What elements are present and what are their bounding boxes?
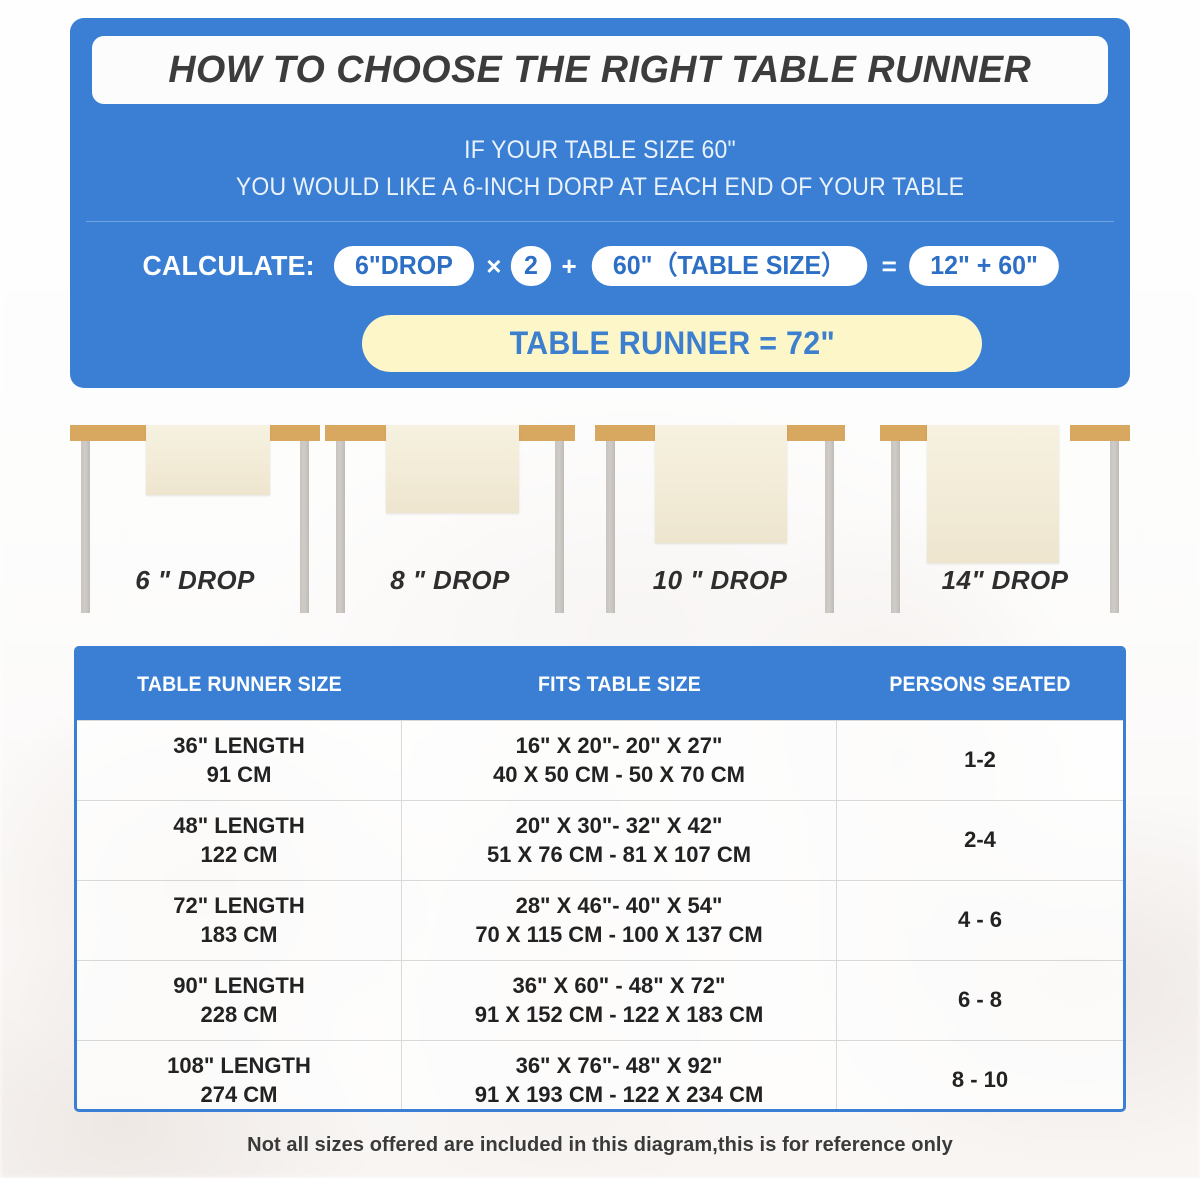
fits-inches: 20" X 30"- 32" X 42"	[515, 813, 723, 839]
subtitle-line-2: YOU WOULD LIKE A 6-INCH DORP AT EACH END…	[235, 173, 965, 201]
column-header-runner-size: TABLE RUNNER SIZE	[137, 672, 342, 696]
column-header-persons-seated: PERSONS SEATED	[889, 672, 1071, 696]
table-row: 48" LENGTH 122 CM 20" X 30"- 32" X 42" 5…	[77, 800, 1123, 880]
operand-table-size-pill: 60"（TABLE SIZE）	[591, 246, 867, 286]
footnote: Not all sizes offered are included in th…	[247, 1134, 953, 1156]
table-runner-drape	[655, 425, 787, 543]
persons-seated-value: 6 - 8	[957, 987, 1003, 1013]
persons-seated-value: 1-2	[964, 747, 996, 773]
fits-inches: 36" X 60" - 48" X 72"	[512, 973, 726, 999]
column-header-fits-table-size: FITS TABLE SIZE	[537, 672, 702, 696]
cell-fits-table-size: 36" X 76"- 48" X 92" 91 X 193 CM - 122 X…	[402, 1041, 837, 1109]
drop-figure-6: 6 " DROP	[70, 425, 320, 625]
runner-cm: 122 CM	[200, 841, 278, 867]
cell-persons-seated: 8 - 10	[837, 1041, 1123, 1109]
runner-cm: 228 CM	[200, 1001, 278, 1027]
cell-persons-seated: 4 - 6	[837, 881, 1123, 960]
subtitle-line-1: IF YOUR TABLE SIZE 60"	[464, 136, 736, 164]
table-leg-left	[606, 441, 615, 613]
size-table: TABLE RUNNER SIZE FITS TABLE SIZE PERSON…	[74, 646, 1126, 1112]
operand-result-pill: 12" + 60"	[908, 246, 1059, 286]
cell-persons-seated: 1-2	[837, 721, 1123, 800]
tabletop-left	[595, 425, 667, 441]
table-header-row: TABLE RUNNER SIZE FITS TABLE SIZE PERSON…	[77, 649, 1123, 720]
fits-cm: 91 X 193 CM - 122 X 234 CM	[474, 1081, 764, 1107]
fits-inches: 16" X 20"- 20" X 27"	[515, 733, 723, 759]
cell-runner-size: 72" LENGTH 183 CM	[77, 881, 402, 960]
cell-fits-table-size: 28" X 46"- 40" X 54" 70 X 115 CM - 100 X…	[402, 881, 837, 960]
drop-figure-10: 10 " DROP	[595, 425, 845, 625]
cell-fits-table-size: 20" X 30"- 32" X 42" 51 X 76 CM - 81 X 1…	[402, 801, 837, 880]
table-leg-right	[300, 441, 309, 613]
drop-label: 14" DROP	[941, 565, 1069, 595]
cell-runner-size: 36" LENGTH 91 CM	[77, 721, 402, 800]
runner-cm: 91 CM	[206, 761, 272, 787]
cell-runner-size: 108" LENGTH 274 CM	[77, 1041, 402, 1109]
operand-two-pill: 2	[511, 246, 552, 286]
table-leg-left	[336, 441, 345, 613]
calculation-row: CALCULATE: 6"DROP × 2 + 60"（TABLE SIZE） …	[70, 246, 1130, 286]
calculate-label: CALCULATE:	[142, 250, 315, 281]
runner-inches: 90" LENGTH	[173, 973, 305, 999]
drop-label: 10 " DROP	[652, 565, 788, 595]
cell-fits-table-size: 36" X 60" - 48" X 72" 91 X 152 CM - 122 …	[402, 961, 837, 1040]
persons-seated-value: 2-4	[964, 827, 996, 853]
runner-inches: 36" LENGTH	[173, 733, 305, 759]
runner-inches: 72" LENGTH	[173, 893, 305, 919]
cell-runner-size: 48" LENGTH 122 CM	[77, 801, 402, 880]
fits-inches: 36" X 76"- 48" X 92"	[515, 1053, 723, 1079]
fits-inches: 28" X 46"- 40" X 54"	[515, 893, 723, 919]
drop-figure-8: 8 " DROP	[325, 425, 575, 625]
title-box: HOW TO CHOOSE THE RIGHT TABLE RUNNER	[92, 36, 1108, 104]
table-row: 36" LENGTH 91 CM 16" X 20"- 20" X 27" 40…	[77, 720, 1123, 800]
hero-panel: HOW TO CHOOSE THE RIGHT TABLE RUNNER IF …	[70, 18, 1130, 388]
equals-operator: =	[881, 251, 897, 281]
table-runner-drape	[146, 425, 270, 495]
fits-cm: 70 X 115 CM - 100 X 137 CM	[475, 921, 763, 947]
runner-cm: 183 CM	[200, 921, 278, 947]
fits-cm: 51 X 76 CM - 81 X 107 CM	[486, 841, 752, 867]
table-runner-drape	[927, 425, 1059, 563]
drop-label: 8 " DROP	[390, 565, 510, 595]
table-row: 90" LENGTH 228 CM 36" X 60" - 48" X 72" …	[77, 960, 1123, 1040]
cell-fits-table-size: 16" X 20"- 20" X 27" 40 X 50 CM - 50 X 7…	[402, 721, 837, 800]
runner-inches: 108" LENGTH	[167, 1053, 311, 1079]
drop-label: 6 " DROP	[135, 565, 255, 595]
table-row: 108" LENGTH 274 CM 36" X 76"- 48" X 92" …	[77, 1040, 1123, 1109]
cell-runner-size: 90" LENGTH 228 CM	[77, 961, 402, 1040]
table-runner-drape	[386, 425, 519, 513]
operand-drop-pill: 6"DROP	[334, 246, 475, 286]
table-leg-left	[891, 441, 900, 613]
fits-cm: 40 X 50 CM - 50 X 70 CM	[493, 761, 745, 787]
cell-persons-seated: 2-4	[837, 801, 1123, 880]
runner-cm: 274 CM	[200, 1081, 278, 1107]
table-leg-right	[825, 441, 834, 613]
table-row: 72" LENGTH 183 CM 28" X 46"- 40" X 54" 7…	[77, 880, 1123, 960]
table-leg-right	[1110, 441, 1119, 613]
persons-seated-value: 8 - 10	[951, 1067, 1009, 1093]
tabletop-left	[880, 425, 935, 441]
drop-figure-14: 14" DROP	[880, 425, 1130, 625]
persons-seated-value: 4 - 6	[957, 907, 1003, 933]
tabletop-right	[1070, 425, 1130, 441]
page-title: HOW TO CHOOSE THE RIGHT TABLE RUNNER	[168, 48, 1032, 91]
table-leg-left	[81, 441, 90, 613]
multiply-operator: ×	[486, 251, 502, 281]
table-leg-right	[555, 441, 564, 613]
drop-illustrations: 6 " DROP 8 " DROP 10 " DROP 14" DROP	[70, 425, 1130, 625]
result-pill: TABLE RUNNER = 72"	[362, 315, 982, 372]
plus-operator: +	[561, 251, 577, 281]
cell-persons-seated: 6 - 8	[837, 961, 1123, 1040]
result-text: TABLE RUNNER = 72"	[509, 325, 835, 361]
runner-inches: 48" LENGTH	[173, 813, 305, 839]
fits-cm: 91 X 152 CM - 122 X 183 CM	[474, 1001, 764, 1027]
hero-divider	[86, 221, 1114, 222]
